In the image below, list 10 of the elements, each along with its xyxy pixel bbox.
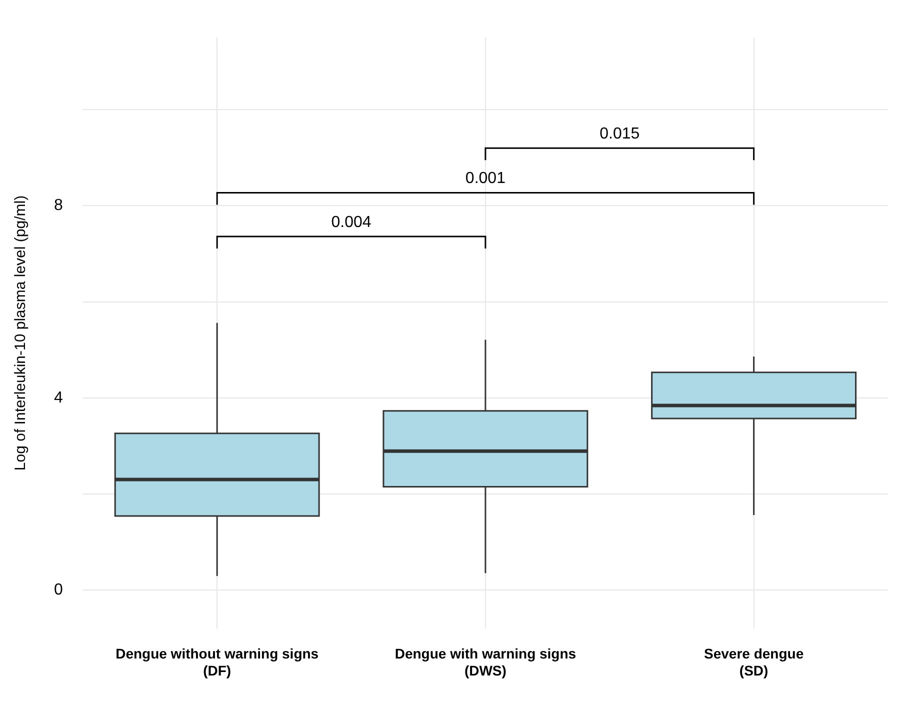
x-tick-label: Severe dengue (SD) [704,646,804,678]
annotation: 0.004 [331,214,372,231]
y-axis-title: Log of Interleukin-10 plasma level (pg/ml) [12,195,30,471]
y-tick-label: 4 [54,389,63,406]
annotation: 0.001 [465,170,506,188]
x-tick-label: Dengue with warning signs (DWS) [394,646,576,678]
annotation: 0.015 [600,125,640,142]
x-tick-label: Dengue without warning signs (DF) [116,646,319,678]
y-tick-label: 0 [54,581,63,598]
y-tick-label: 8 [54,197,63,214]
